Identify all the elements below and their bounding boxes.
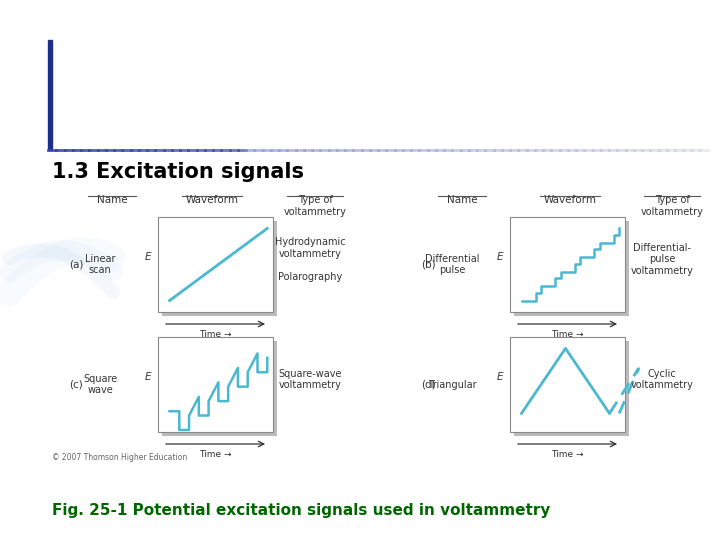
Text: E: E [145,372,151,381]
Bar [514,341,629,436]
Text: Time →: Time → [199,330,232,339]
Text: Time →: Time → [552,450,584,459]
Text: Cyclic
voltammetry: Cyclic voltammetry [631,369,693,390]
Text: Differential-
pulse
voltammetry: Differential- pulse voltammetry [631,243,693,276]
Text: (c): (c) [69,380,83,389]
Text: Time →: Time → [199,450,232,459]
Text: Square
wave: Square wave [83,374,117,395]
Bar [162,341,277,436]
Text: Fig. 25-1 Potential excitation signals used in voltammetry: Fig. 25-1 Potential excitation signals u… [52,503,550,518]
Text: (d): (d) [420,380,436,389]
Text: E: E [497,372,503,381]
Text: E: E [145,252,151,261]
Text: 1.3 Excitation signals: 1.3 Excitation signals [52,162,304,182]
Text: E: E [497,252,503,261]
Text: Name: Name [446,195,477,205]
Text: © 2007 Thomson Higher Education: © 2007 Thomson Higher Education [52,453,187,462]
Text: Square-wave
voltammetry: Square-wave voltammetry [278,369,342,390]
Text: Differential
pulse: Differential pulse [425,254,480,275]
Text: Type of
voltammetry: Type of voltammetry [641,195,703,217]
Text: (b): (b) [420,260,436,269]
Bar [510,217,625,312]
Bar [162,221,277,316]
Text: Name: Name [96,195,127,205]
Text: Waveform: Waveform [544,195,596,205]
Text: Hydrodynamic
voltammetry

Polarography: Hydrodynamic voltammetry Polarography [275,237,346,282]
Bar [48,40,52,150]
Bar [514,221,629,316]
Bar [158,337,273,432]
Bar [510,337,625,432]
Text: Linear
scan: Linear scan [85,254,115,275]
Text: Type of
voltammetry: Type of voltammetry [284,195,346,217]
Text: Waveform: Waveform [186,195,238,205]
Text: (a): (a) [69,260,84,269]
Bar [158,217,273,312]
Text: Time →: Time → [552,330,584,339]
Text: Triangular: Triangular [428,380,477,389]
